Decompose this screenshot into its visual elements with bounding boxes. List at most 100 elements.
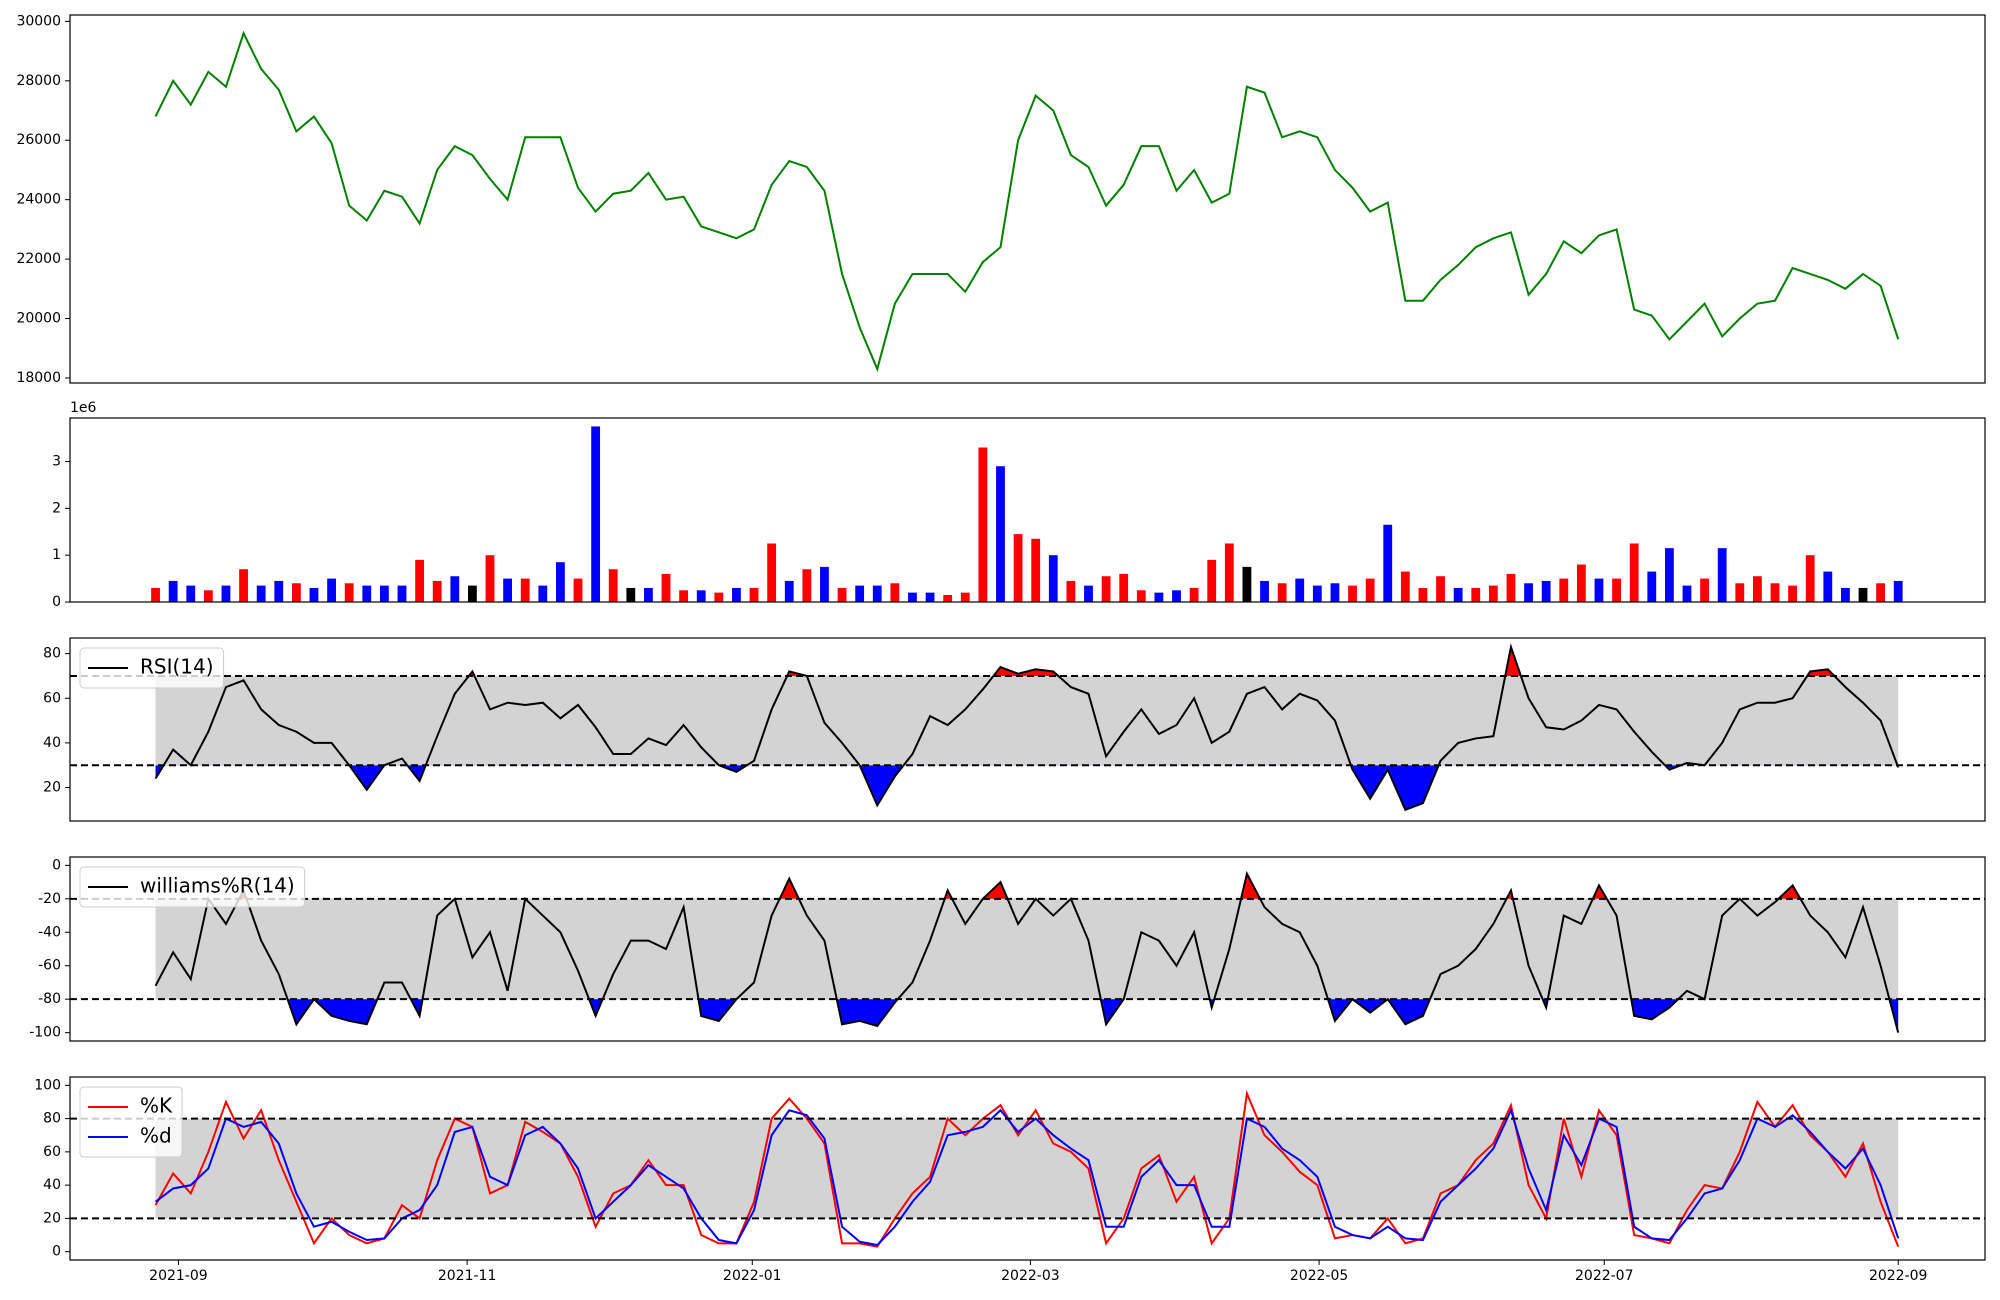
bar: [151, 587, 160, 602]
bar: [1207, 559, 1217, 602]
bar: [520, 578, 530, 602]
bar: [1136, 590, 1146, 602]
bar: [379, 585, 389, 602]
bar: [732, 587, 741, 602]
legend-box: [79, 866, 306, 908]
bar: [661, 573, 671, 602]
line: [154, 643, 1900, 812]
bar: [802, 569, 812, 602]
y-tick-label: 18000: [16, 370, 61, 386]
bar: [679, 590, 689, 602]
bar: [1858, 587, 1868, 602]
offset-label: 1e6: [70, 400, 97, 416]
axes-frame: [69, 856, 1986, 1042]
bar: [1506, 573, 1516, 602]
y-tick-label: -40: [38, 924, 61, 940]
y-tick-label: 20000: [16, 311, 61, 327]
bar: [960, 592, 970, 602]
y-tick-label: 2: [52, 500, 61, 516]
bar: [1418, 587, 1428, 602]
bar: [397, 585, 407, 602]
y-tick-label: 22000: [16, 251, 61, 267]
bar: [1101, 576, 1111, 602]
bar: [1172, 590, 1181, 602]
panel: 18000 20000 22000 24000 26000 28000 30000: [16, 13, 1986, 386]
bar: [1189, 587, 1199, 602]
bar: [344, 583, 354, 602]
threshold-band: [155, 1118, 1899, 1219]
bar: [168, 580, 178, 602]
y-tick-label: -20: [38, 891, 61, 907]
y-tick-label: 40: [43, 735, 61, 751]
bar: [820, 566, 829, 602]
bar: [203, 590, 213, 602]
panel: 0 20 40 60 80 100 2021-09 2021-11 2022-01 2022-03…: [34, 1076, 1986, 1284]
bar: [556, 562, 565, 602]
bar: [309, 587, 319, 602]
bar: [1805, 555, 1815, 602]
legend-text: williams%R(14): [140, 874, 295, 898]
bar: [908, 592, 917, 602]
line: [154, 1107, 1900, 1247]
y-tick-label: -60: [38, 958, 61, 974]
line: [154, 30, 1900, 373]
bar: [644, 587, 653, 602]
bar: [1752, 576, 1762, 602]
bar: [1084, 585, 1093, 602]
y-tick-label: 20: [43, 780, 61, 796]
bar: [291, 583, 301, 602]
y-tick-label: 60: [43, 690, 61, 706]
bar: [1365, 578, 1375, 602]
bar: [1664, 548, 1674, 602]
bar: [837, 587, 847, 602]
bar: [467, 585, 477, 602]
axes-frame: [69, 417, 1986, 603]
legend-text: %d: [140, 1124, 172, 1148]
bar: [1541, 580, 1551, 602]
x-tick-label: 2021-09: [149, 1268, 208, 1284]
bar: [573, 578, 583, 602]
bar: [1277, 583, 1287, 602]
panel: -100 -80 -60 -40 -20 0 williams%R(14): [29, 856, 1986, 1042]
bar: [890, 583, 900, 602]
bar: [784, 580, 794, 602]
legend-box: [79, 647, 225, 689]
bar: [626, 587, 636, 602]
bar: [1119, 573, 1129, 602]
bar: [855, 585, 865, 602]
panel: 20 40 60 80 RSI(14): [43, 637, 1986, 822]
bar: [1682, 585, 1692, 602]
axes-frame: [69, 1076, 1986, 1261]
y-tick-label: 60: [43, 1144, 61, 1160]
y-tick-label: 80: [43, 1111, 61, 1127]
bar: [978, 447, 988, 602]
x-tick-label: 2022-01: [723, 1268, 782, 1284]
bar: [1823, 571, 1833, 602]
axes-frame: [69, 14, 1986, 384]
bar: [432, 580, 442, 602]
bar: [1383, 524, 1393, 602]
bar: [256, 585, 266, 602]
bar: [362, 585, 372, 602]
x-tick-label: 2022-07: [1575, 1268, 1634, 1284]
bar: [186, 585, 196, 602]
y-tick-label: 24000: [16, 192, 61, 208]
bar: [538, 585, 548, 602]
bar: [1893, 580, 1903, 602]
y-tick-label: 3: [52, 454, 61, 470]
bar: [1048, 555, 1058, 602]
x-tick-label: 2022-09: [1869, 1268, 1928, 1284]
bar: [503, 578, 513, 602]
bar: [1330, 583, 1340, 602]
bar: [1841, 587, 1850, 602]
bar: [1488, 585, 1498, 602]
y-tick-label: 30000: [16, 13, 61, 29]
bar: [608, 569, 618, 602]
y-tick-label: 28000: [16, 73, 61, 89]
legend-text: RSI(14): [140, 655, 214, 679]
y-tick-label: 0: [52, 857, 61, 873]
bar: [925, 592, 935, 602]
bar: [1260, 580, 1269, 602]
